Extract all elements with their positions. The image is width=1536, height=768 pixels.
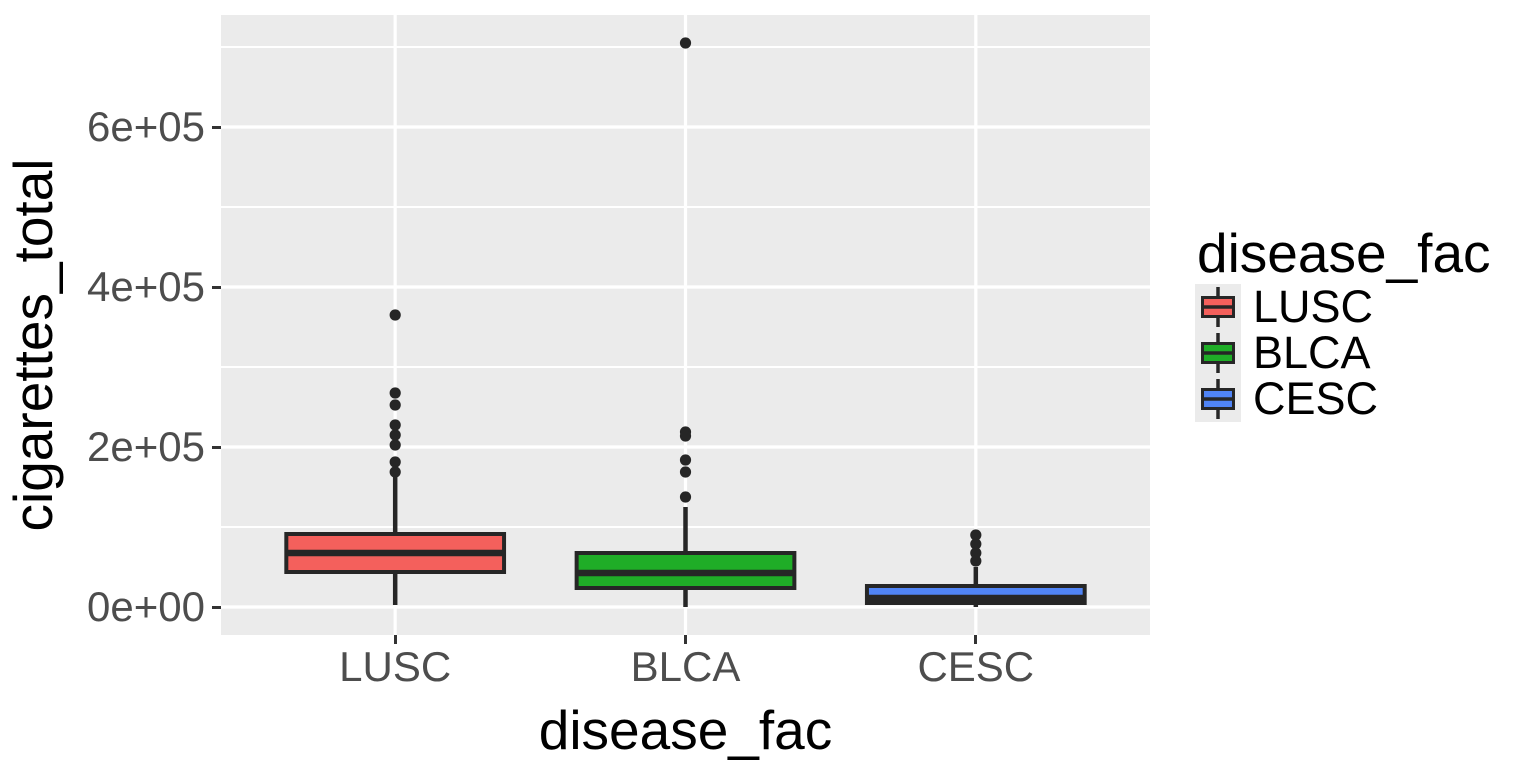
x-tick-label: LUSC — [339, 643, 452, 690]
legend-label: CESC — [1253, 373, 1379, 424]
legend-label: LUSC — [1253, 281, 1374, 332]
outlier-cesc — [970, 547, 982, 559]
legend-label: BLCA — [1253, 327, 1371, 378]
legend-key-boxplot-icon — [1195, 330, 1241, 376]
legend-items: LUSC BLCA CESC — [1195, 284, 1491, 422]
legend-item-lusc: LUSC — [1195, 284, 1491, 330]
y-axis-title: cigarettes_total — [2, 158, 64, 532]
y-tick-mark — [212, 605, 221, 609]
outlier-cesc — [970, 538, 982, 550]
y-tick-mark — [212, 445, 221, 449]
y-tick-label: 0e+00 — [87, 583, 205, 630]
outlier-blca — [679, 466, 692, 478]
boxplot-canvas — [221, 15, 1150, 635]
x-tick-mark — [684, 635, 687, 644]
outlier-lusc — [389, 309, 401, 321]
legend-key-boxplot-icon — [1195, 376, 1241, 422]
legend: disease_fac LUSC BLCA CESC — [1195, 222, 1491, 422]
x-axis-title: disease_fac — [538, 699, 833, 761]
outlier-cesc — [970, 555, 982, 567]
legend-title: disease_fac — [1197, 222, 1491, 284]
outlier-blca — [679, 430, 692, 442]
x-tick-label: BLCA — [630, 643, 741, 690]
outlier-lusc — [389, 399, 401, 411]
y-tick-label: 6e+05 — [87, 103, 205, 150]
y-tick-label: 2e+05 — [87, 423, 205, 470]
plot-panel — [221, 15, 1150, 635]
legend-item-blca: BLCA — [1195, 330, 1491, 376]
y-tick-label: 4e+05 — [87, 263, 205, 310]
outlier-lusc — [389, 419, 401, 431]
outlier-lusc — [389, 387, 401, 399]
x-tick-mark — [974, 635, 978, 644]
outlier-blca — [679, 454, 692, 466]
outlier-blca — [679, 37, 692, 49]
y-tick-mark — [212, 285, 221, 289]
outlier-blca — [679, 491, 692, 503]
outlier-cesc — [970, 529, 982, 541]
legend-key-boxplot-icon — [1195, 284, 1241, 330]
outlier-lusc — [389, 466, 401, 478]
legend-item-cesc: CESC — [1195, 376, 1491, 422]
x-tick-mark — [393, 635, 397, 644]
outlier-lusc — [389, 456, 401, 468]
outlier-lusc — [389, 439, 401, 451]
outlier-lusc — [389, 429, 401, 441]
y-tick-mark — [212, 125, 221, 129]
x-tick-label: CESC — [917, 643, 1035, 690]
